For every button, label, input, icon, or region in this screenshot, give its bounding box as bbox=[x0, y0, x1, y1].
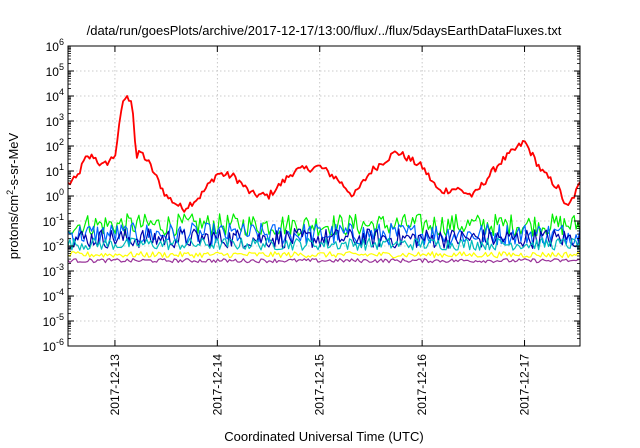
y-axis-label-rest: -s-sr-MeV bbox=[6, 132, 21, 189]
y-tick-base: 10 bbox=[43, 315, 57, 329]
x-tick-label: 2017-12-13 bbox=[108, 354, 122, 416]
x-tick-label: 2017-12-17 bbox=[518, 354, 532, 416]
y-tick-label: 102 bbox=[46, 137, 64, 154]
y-tick-label: 101 bbox=[46, 162, 64, 179]
y-tick-label: 105 bbox=[46, 62, 64, 79]
y-tick-base: 10 bbox=[46, 165, 60, 179]
series-line bbox=[67, 95, 581, 213]
series-line bbox=[67, 213, 581, 237]
y-tick-base: 10 bbox=[46, 65, 60, 79]
y-tick-label: 103 bbox=[46, 112, 64, 129]
y-tick-exponent: -6 bbox=[56, 337, 64, 347]
y-tick-label: 10-1 bbox=[43, 212, 64, 229]
y-axis-label: protons/cm2-s-sr-MeV bbox=[5, 132, 21, 259]
y-tick-base: 10 bbox=[46, 40, 60, 54]
y-tick-base: 10 bbox=[46, 190, 60, 204]
y-tick-base: 10 bbox=[43, 240, 57, 254]
y-tick-label: 10-5 bbox=[43, 312, 64, 329]
y-tick-exponent: 3 bbox=[59, 112, 64, 122]
y-tick-label: 106 bbox=[46, 37, 64, 54]
y-tick-base: 10 bbox=[43, 290, 57, 304]
y-tick-label: 100 bbox=[46, 187, 64, 204]
y-tick-exponent: -2 bbox=[56, 237, 64, 247]
y-tick-exponent: 6 bbox=[59, 37, 64, 47]
y-tick-base: 10 bbox=[46, 90, 60, 104]
y-axis-label-main: protons/cm bbox=[6, 195, 21, 259]
axis-ticks: 10-610-510-410-310-210-11001011021031041… bbox=[43, 37, 580, 415]
series-line bbox=[67, 251, 581, 259]
series-line bbox=[67, 258, 581, 264]
y-tick-label: 104 bbox=[46, 87, 64, 104]
y-axis-label-sup: 2 bbox=[5, 190, 15, 195]
x-tick-label: 2017-12-14 bbox=[210, 354, 224, 416]
series-group bbox=[67, 95, 581, 264]
y-tick-base: 10 bbox=[46, 115, 60, 129]
y-tick-base: 10 bbox=[46, 140, 60, 154]
series-line bbox=[67, 228, 581, 250]
y-tick-exponent: -3 bbox=[56, 262, 64, 272]
x-tick-label: 2017-12-16 bbox=[415, 354, 429, 416]
y-tick-exponent: 0 bbox=[59, 187, 64, 197]
y-tick-exponent: -5 bbox=[56, 312, 64, 322]
y-tick-exponent: 5 bbox=[59, 62, 64, 72]
y-tick-base: 10 bbox=[43, 265, 57, 279]
y-tick-exponent: 1 bbox=[59, 162, 64, 172]
series-line bbox=[67, 237, 581, 251]
y-tick-exponent: 2 bbox=[59, 137, 64, 147]
x-tick-label: 2017-12-15 bbox=[313, 354, 327, 416]
y-tick-exponent: 4 bbox=[59, 87, 64, 97]
y-tick-exponent: -1 bbox=[56, 212, 64, 222]
x-axis-label: Coordinated Universal Time (UTC) bbox=[224, 429, 423, 444]
y-tick-label: 10-3 bbox=[43, 262, 64, 279]
y-tick-label: 10-4 bbox=[43, 287, 64, 304]
y-tick-label: 10-2 bbox=[43, 237, 64, 254]
y-tick-exponent: -4 bbox=[56, 287, 64, 297]
y-tick-label: 10-6 bbox=[43, 337, 64, 354]
y-tick-base: 10 bbox=[43, 215, 57, 229]
chart-title: /data/run/goesPlots/archive/2017-12-17/1… bbox=[87, 23, 562, 38]
y-tick-base: 10 bbox=[43, 340, 57, 354]
